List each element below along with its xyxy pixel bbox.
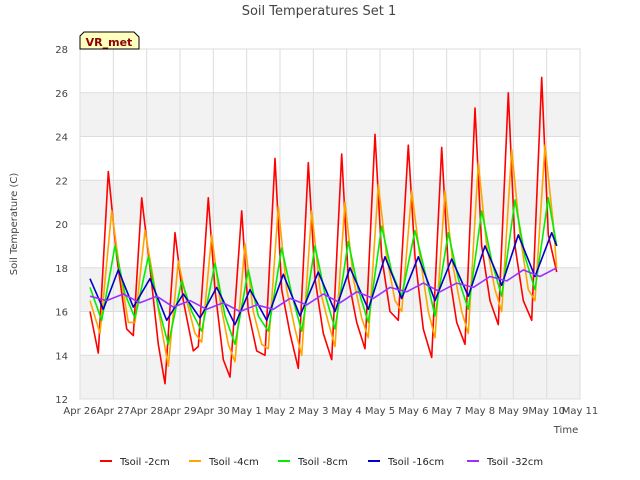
x-tick-label: May 4 xyxy=(332,406,362,417)
x-tick-label: May 11 xyxy=(562,406,599,417)
y-tick-label: 22 xyxy=(55,176,68,187)
y-tick-label: 28 xyxy=(55,45,68,56)
y-tick-label: 18 xyxy=(55,264,68,275)
station-label: VR_met xyxy=(86,36,133,49)
legend-item: Tsoil -4cm xyxy=(189,457,259,468)
series-lines xyxy=(89,76,558,385)
legend-item: Tsoil -16cm xyxy=(368,457,444,468)
y-tick-label: 26 xyxy=(55,89,68,100)
x-tick-label: Apr 28 xyxy=(130,406,163,417)
x-axis-label: Time xyxy=(553,425,578,436)
x-tick-label: Apr 29 xyxy=(163,406,196,417)
legend-label: Tsoil -8cm xyxy=(297,457,348,468)
x-tick-label: May 2 xyxy=(265,406,295,417)
x-tick-label: May 1 xyxy=(232,406,262,417)
series-line-tsoil-2cm xyxy=(89,76,558,385)
plot-band xyxy=(80,355,580,399)
x-tick-label: May 7 xyxy=(432,406,462,417)
series-line-tsoil-32cm xyxy=(89,267,558,313)
plot-band xyxy=(80,180,580,224)
legend-label: Tsoil -4cm xyxy=(208,457,259,468)
legend-item: Tsoil -2cm xyxy=(100,457,170,468)
legend-label: Tsoil -32cm xyxy=(486,457,543,468)
y-tick-label: 12 xyxy=(55,395,68,406)
x-tick-label: Apr 30 xyxy=(197,406,230,417)
x-axis: Apr 26 Apr 27 Apr 28 Apr 29 Apr 30 May 1 May 2… xyxy=(63,406,598,417)
legend-label: Tsoil -2cm xyxy=(119,457,170,468)
chart-title: Soil Temperatures Set 1 xyxy=(242,4,397,19)
legend: Tsoil -2cm Tsoil -4cm Tsoil -8cm Tsoil -16c… xyxy=(100,457,543,468)
y-tick-label: 14 xyxy=(55,351,68,362)
x-tick-label: Apr 27 xyxy=(97,406,130,417)
plot-band xyxy=(80,92,580,137)
y-axis-label: Soil Temperature (C) xyxy=(9,173,20,276)
station-label-badge: VR_met xyxy=(79,31,140,50)
legend-item: Tsoil -8cm xyxy=(278,457,348,468)
y-tick-label: 20 xyxy=(55,220,68,231)
x-tick-label: May 9 xyxy=(498,406,528,417)
x-tick-label: May 6 xyxy=(398,406,428,417)
y-tick-label: 16 xyxy=(55,308,68,319)
x-tick-label: May 5 xyxy=(365,406,395,417)
x-tick-label: May 3 xyxy=(298,406,328,417)
legend-item: Tsoil -32cm xyxy=(467,457,543,468)
x-tick-label: May 10 xyxy=(528,406,565,417)
x-tick-label: May 8 xyxy=(465,406,495,417)
y-tick-label: 24 xyxy=(55,133,68,144)
legend-label: Tsoil -16cm xyxy=(387,457,444,468)
y-axis: 12 14 16 18 20 22 24 26 28 xyxy=(55,45,68,406)
series-line-tsoil-16cm xyxy=(89,231,558,326)
x-tick-label: Apr 26 xyxy=(63,406,96,417)
